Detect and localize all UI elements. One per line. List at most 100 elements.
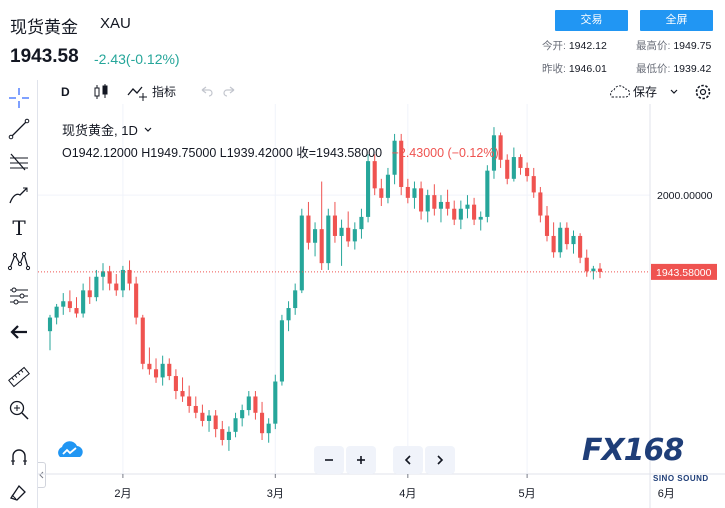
crosshair-tool[interactable] <box>7 86 31 110</box>
candle <box>187 385 192 413</box>
candles-style-button[interactable] <box>93 80 109 104</box>
candle <box>538 186 543 223</box>
candle-body <box>571 235 576 245</box>
candle <box>478 211 483 231</box>
chart-toolbar: D 指标 保存 <box>50 80 725 104</box>
candle-body <box>359 216 364 230</box>
zoom-in-tool[interactable] <box>7 398 31 422</box>
tradingview-logo-icon[interactable] <box>56 440 84 462</box>
text-icon[interactable]: T <box>12 216 26 240</box>
fullscreen-button[interactable]: 全屏 <box>640 10 713 31</box>
candle-body <box>332 215 337 236</box>
cloud-save-icon[interactable] <box>604 80 634 104</box>
trade-button[interactable]: 交易 <box>555 10 628 31</box>
pattern-tool[interactable] <box>7 249 31 273</box>
trend-line-tool[interactable] <box>7 117 31 141</box>
indicators-label: 指标 <box>152 85 177 99</box>
candle <box>299 208 304 294</box>
save-button[interactable]: 保存 <box>633 85 658 99</box>
candle <box>419 181 424 220</box>
candle <box>306 201 311 250</box>
settings-gear-icon[interactable] <box>693 80 713 104</box>
candle-body <box>187 396 192 406</box>
candle-body <box>259 412 265 434</box>
candle-body <box>306 215 311 243</box>
candle <box>505 154 510 185</box>
candle-body <box>293 290 298 309</box>
candle-body <box>584 257 589 272</box>
candle-body <box>134 283 139 318</box>
candle-body <box>379 188 384 198</box>
candle <box>253 391 258 420</box>
candle <box>100 263 106 291</box>
candle <box>293 283 298 315</box>
candle-body <box>120 269 125 291</box>
zoom-in-button[interactable] <box>346 446 376 474</box>
lock-tool[interactable] <box>7 478 31 502</box>
candle-body <box>531 176 536 193</box>
candle <box>326 208 331 270</box>
candles-series <box>47 127 603 451</box>
candle-body <box>54 306 59 318</box>
candle <box>220 420 225 446</box>
candle <box>332 201 337 243</box>
candle-body <box>385 174 391 198</box>
candle-body <box>339 227 344 236</box>
candle-body <box>226 431 231 440</box>
candle-body <box>220 429 225 440</box>
indicators-button[interactable]: 指标 <box>126 80 188 104</box>
candle <box>67 290 72 313</box>
candle <box>61 293 66 315</box>
candle <box>458 200 463 230</box>
brush-tool[interactable] <box>7 183 31 207</box>
back-arrow-tool[interactable] <box>7 320 31 344</box>
candle <box>432 184 437 216</box>
chevron-down-icon[interactable] <box>669 80 679 104</box>
price-change: -2.43(-0.12%) <box>94 51 180 67</box>
legend-change: −2.43000 (−0.12%) <box>391 146 499 160</box>
price-label-bg <box>651 263 717 280</box>
scroll-right-button[interactable] <box>425 446 455 474</box>
candle <box>564 222 569 250</box>
candle <box>558 222 563 258</box>
candle <box>127 260 132 291</box>
candle-body <box>94 276 99 298</box>
brush-icon <box>9 187 28 204</box>
indicators-icon <box>127 86 147 101</box>
chevron-left-icon <box>39 471 44 479</box>
candle-body <box>478 216 483 220</box>
candlestick-chart[interactable]: 1943.58000 2000.00000 2月 3月 4月 5月 6月 <box>38 104 725 508</box>
prediction-tool[interactable] <box>7 284 31 308</box>
candle <box>233 412 238 438</box>
chart-legend-title[interactable]: 现货黄金, 1D <box>62 120 153 139</box>
x-tick-label: 3月 <box>267 488 284 500</box>
fib-tool[interactable] <box>7 150 31 174</box>
interval-button[interactable]: D <box>61 85 70 99</box>
zoom-out-button[interactable] <box>314 446 344 474</box>
candle <box>366 154 371 223</box>
candle <box>160 355 165 386</box>
ruler-tool[interactable] <box>7 365 31 389</box>
magnet-tool[interactable] <box>7 445 31 469</box>
candle-body <box>452 208 457 220</box>
candle <box>346 211 351 247</box>
minus-icon <box>325 459 333 461</box>
undo-button[interactable] <box>198 80 214 104</box>
candle-body <box>544 215 550 236</box>
toolbar-collapse-handle[interactable] <box>38 462 46 488</box>
candle <box>81 283 86 318</box>
redo-button[interactable] <box>222 80 238 104</box>
candle <box>266 418 271 443</box>
candle <box>114 274 119 296</box>
candle-body <box>564 227 569 245</box>
candle <box>571 230 576 254</box>
candle-body <box>299 215 304 291</box>
candle <box>286 301 291 332</box>
scroll-left-button[interactable] <box>393 446 423 474</box>
back-arrow-icon <box>10 325 27 339</box>
candle-body <box>505 159 510 179</box>
candle-body <box>432 195 437 209</box>
candle <box>551 222 556 258</box>
candle <box>385 167 391 204</box>
candle-body <box>518 157 523 168</box>
